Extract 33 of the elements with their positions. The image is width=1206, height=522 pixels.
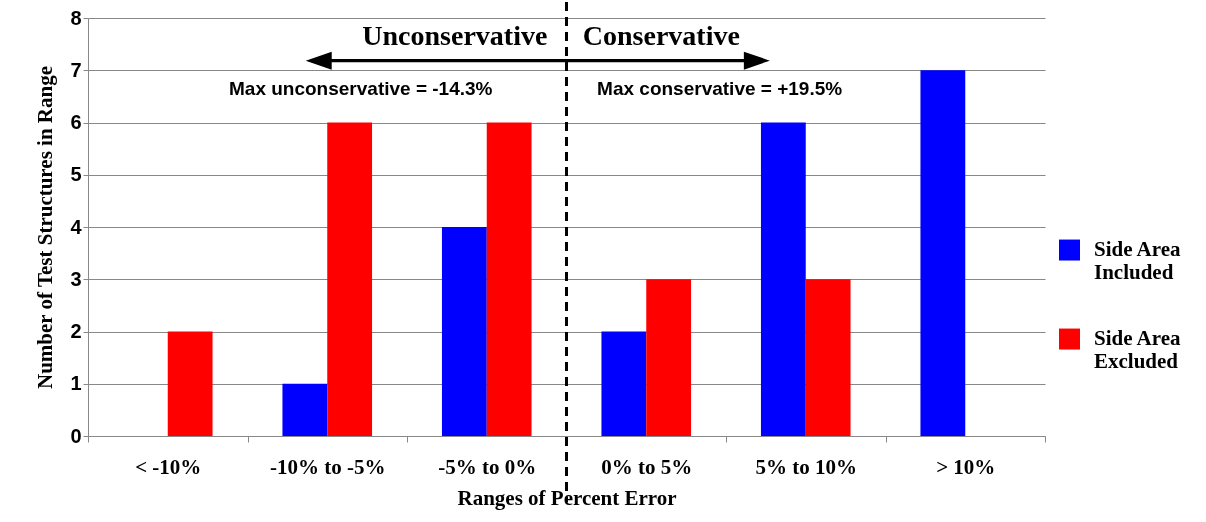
bar	[646, 279, 692, 436]
y-tick-label: 3	[70, 267, 82, 290]
bar	[760, 122, 806, 436]
bar	[282, 383, 328, 436]
bar	[486, 122, 532, 436]
bar	[805, 279, 851, 436]
x-tick-label: < -10%	[135, 454, 202, 479]
bar	[920, 70, 966, 436]
annotation: Unconservative	[362, 19, 548, 51]
y-tick-label: 8	[70, 6, 82, 29]
y-tick-label: 2	[70, 320, 82, 342]
x-tick-label: -10% to -5%	[270, 454, 386, 479]
bar	[327, 122, 373, 436]
y-tick-label: 1	[70, 372, 82, 395]
legend-label: Side Area Excluded	[1094, 326, 1182, 374]
x-axis-title: Ranges of Percent Error	[457, 485, 677, 510]
annotation: Conservative	[582, 19, 740, 51]
annotation: Max unconservative = -14.3%	[228, 78, 493, 100]
bar	[167, 331, 213, 436]
annotation: Max conservative = +19.5%	[597, 78, 843, 100]
y-tick-label: 5	[70, 163, 82, 186]
y-tick-label: 4	[70, 215, 83, 238]
bar	[601, 331, 647, 436]
x-tick-label: > 10%	[936, 454, 996, 479]
y-tick-label: 7	[70, 58, 82, 81]
legend-label: Side Area Included	[1094, 237, 1182, 285]
x-tick-label: 0% to 5%	[601, 454, 693, 479]
x-tick-label: -5% to 0%	[438, 454, 537, 479]
bar	[441, 227, 487, 436]
y-tick-label: 6	[70, 111, 82, 133]
x-tick-label: 5% to 10%	[755, 454, 857, 479]
y-axis-title: Number of Test Structures in Range	[33, 66, 58, 389]
y-tick-label: 0	[70, 424, 82, 447]
